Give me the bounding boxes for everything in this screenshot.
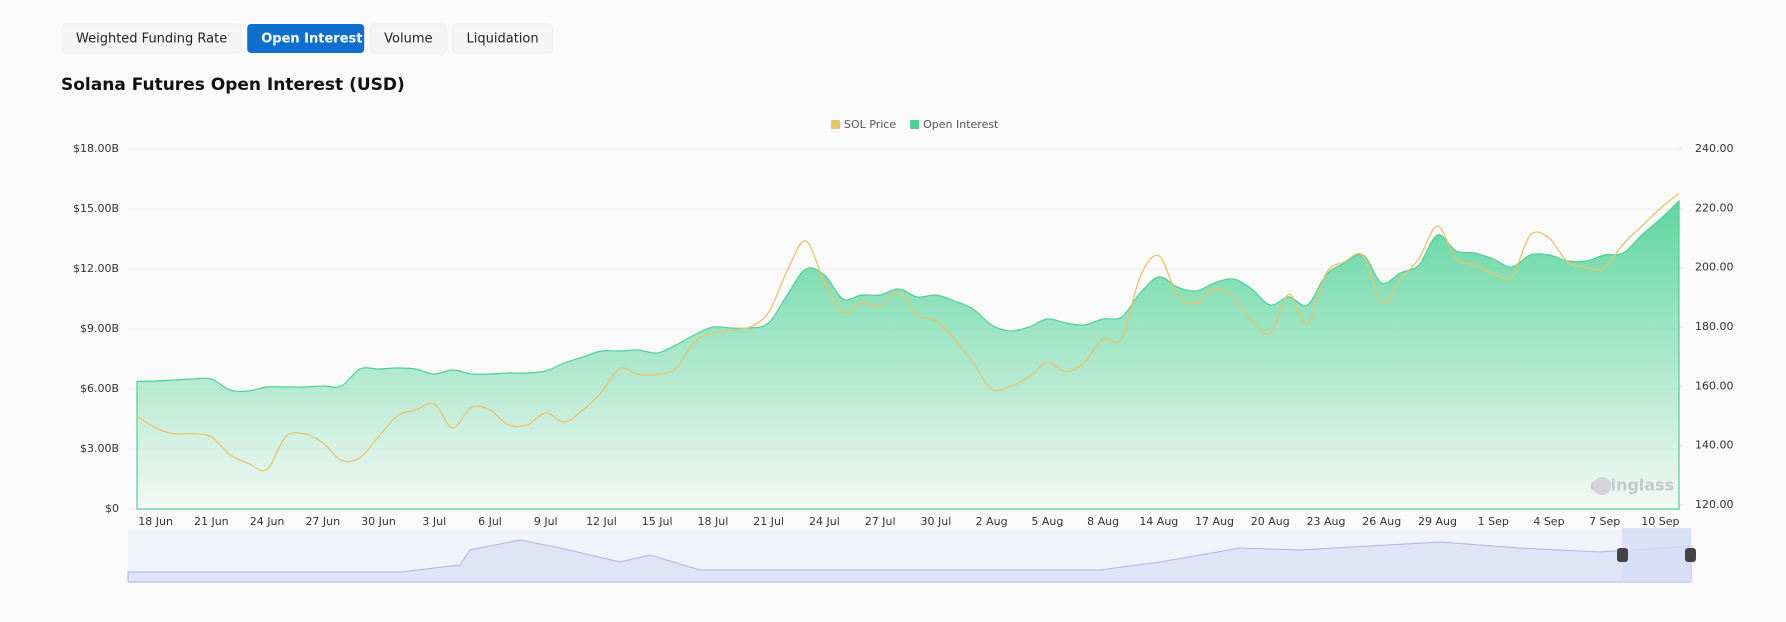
tab[interactable]: Weighted Funding Rate: [61, 23, 242, 54]
x-tick-label: 17 Aug: [1195, 515, 1234, 528]
legend-label[interactable]: SOL Price: [844, 118, 896, 131]
legend-swatch[interactable]: [910, 120, 920, 129]
watermark: coinglass: [1590, 476, 1674, 495]
x-tick-label: 5 Aug: [1031, 515, 1063, 528]
watermark-logo: [1593, 477, 1611, 495]
tab-background[interactable]: [452, 23, 554, 54]
x-tick-label: 12 Jul: [586, 515, 617, 528]
tab-label: Open Interest: [261, 32, 362, 47]
navigator-handle[interactable]: [1685, 548, 1696, 562]
navigator: [127, 528, 1696, 583]
y-tick-label: $15.00B: [73, 202, 119, 215]
plot: $0 $3.00B $6.00B $9.00B $12.00B $15.00B $18.00…: [73, 142, 1734, 528]
legend: SOL Price Open Interest: [831, 118, 999, 131]
x-tick-label: 27 Jul: [865, 515, 896, 528]
y-tick-label: $9.00B: [80, 322, 119, 335]
x-tick-label: 8 Aug: [1087, 515, 1119, 528]
area: [136, 199, 1680, 510]
tab-bar: Weighted Funding Rate Open Interest Volume…: [61, 23, 554, 54]
x-tick-label: 15 Jul: [642, 515, 673, 528]
x-tick-label: 30 Jul: [920, 515, 951, 528]
y2-tick-label: 120.00: [1695, 498, 1734, 511]
y-tick-label: $6.00B: [80, 382, 119, 395]
navigator-selection[interactable]: [1622, 528, 1691, 582]
y2-tick-label: 240.00: [1695, 142, 1734, 155]
x-tick-label: 23 Aug: [1307, 515, 1346, 528]
legend-label[interactable]: Open Interest: [923, 118, 999, 131]
x-tick-label: 9 Jul: [534, 515, 558, 528]
line: [136, 192, 1680, 472]
tab-background[interactable]: [247, 24, 365, 53]
x-tick-label: 10 Sep: [1641, 515, 1679, 528]
x-tick-label: 30 Jun: [361, 515, 396, 528]
x-tick-label: 18 Jul: [698, 515, 729, 528]
x-tick-label: 29 Aug: [1418, 515, 1457, 528]
x-tick-label: 14 Aug: [1139, 515, 1178, 528]
navigator-handle[interactable]: [1617, 548, 1628, 562]
tab-background[interactable]: [61, 23, 242, 54]
x-tick-label: 1 Sep: [1478, 515, 1509, 528]
y-tick-label: $12.00B: [73, 262, 119, 275]
x-tick-label: 3 Jul: [422, 515, 446, 528]
tab-label: Liquidation: [467, 32, 539, 47]
y2-tick-label: 160.00: [1695, 379, 1734, 392]
x-tick-label: 27 Jun: [305, 515, 340, 528]
x-tick-label: 4 Sep: [1533, 515, 1564, 528]
y2-tick-label: 140.00: [1695, 439, 1734, 452]
x-tick-label: 18 Jun: [138, 515, 173, 528]
y2-tick-label: 220.00: [1695, 201, 1734, 214]
y-tick-label: $0: [105, 502, 119, 515]
x-tick-label: 2 Aug: [976, 515, 1008, 528]
tab-label: Weighted Funding Rate: [76, 32, 227, 47]
x-tick-label: 6 Jul: [478, 515, 502, 528]
tab[interactable]: Open Interest: [247, 24, 365, 53]
x-tick-label: 26 Aug: [1362, 515, 1401, 528]
x-tick-label: 21 Jul: [753, 515, 784, 528]
x-tick-label: 20 Aug: [1251, 515, 1290, 528]
tab[interactable]: Liquidation: [452, 23, 554, 54]
x-tick-label: 21 Jun: [194, 515, 229, 528]
tab-background[interactable]: [369, 23, 448, 54]
x-tick-label: 24 Jun: [250, 515, 285, 528]
y2-tick-label: 200.00: [1695, 261, 1734, 274]
tab-label: Volume: [384, 32, 432, 47]
tab[interactable]: Volume: [369, 23, 448, 54]
y2-tick-label: 180.00: [1695, 320, 1734, 333]
y-tick-label: $18.00B: [73, 142, 119, 155]
legend-swatch[interactable]: [831, 120, 840, 129]
x-tick-label: 7 Sep: [1589, 515, 1620, 528]
x-tick-label: 24 Jul: [809, 515, 840, 528]
chart-title: Solana Futures Open Interest (USD): [61, 75, 405, 95]
y-tick-label: $3.00B: [80, 442, 119, 455]
